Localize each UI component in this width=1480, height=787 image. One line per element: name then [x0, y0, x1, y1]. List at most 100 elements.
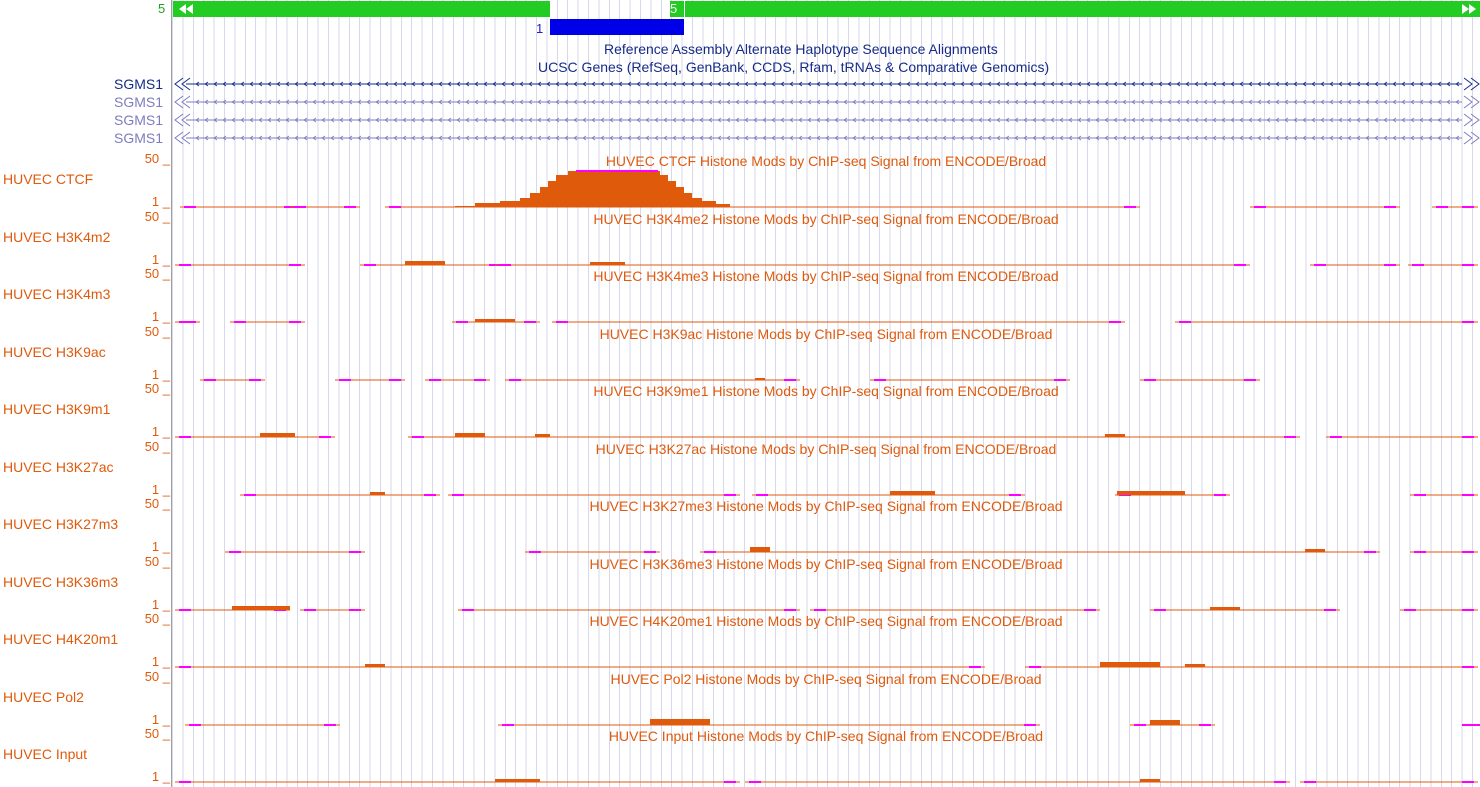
signal-clip-left-7-1: [229, 551, 241, 553]
signal-peak-11-1: [495, 779, 540, 782]
track-label-6[interactable]: HUVEC H3K27ac: [3, 459, 114, 475]
signal-clip-right-5-2: [1284, 436, 1296, 438]
track-label-9[interactable]: HUVEC H4K20m1: [3, 631, 119, 647]
signal-clip-left-2-5: [1412, 264, 1424, 266]
signal-clip-left-1-1: [184, 206, 196, 208]
gene-label-sgms1-1[interactable]: SGMS1: [114, 76, 164, 92]
track-label-10[interactable]: HUVEC Pol2: [3, 689, 84, 705]
gene-label-sgms1-4[interactable]: SGMS1: [114, 130, 164, 146]
alt-haplotype-left-arrow: [179, 4, 193, 14]
signal-clip-left-9-1: [179, 666, 191, 668]
ctcf-peak-step-15: [702, 201, 716, 207]
track-title-5[interactable]: HUVEC H3K9me1 Histone Mods by ChIP-seq S…: [593, 383, 1059, 399]
track-label-4[interactable]: HUVEC H3K9ac: [3, 344, 106, 360]
signal-clip-left-7-2: [529, 551, 541, 553]
track-scale-min-4: 1 _: [151, 367, 170, 382]
track-scale-max-8: 50 _: [144, 554, 170, 569]
signal-clip-right-2-5: [1462, 264, 1474, 266]
track-scale-min-10: 1 _: [151, 712, 170, 727]
gene-strand-arrows-3: [195, 117, 1460, 123]
track-scale-min-2: 1 _: [151, 252, 170, 267]
track-scale-min-3: 1 _: [151, 309, 170, 324]
ctcf-peak-step-4: [520, 198, 530, 207]
track-scale-min-9: 1 _: [151, 654, 170, 669]
track-title-2[interactable]: HUVEC H3K4me2 Histone Mods by ChIP-seq S…: [593, 211, 1059, 227]
signal-clip-left-6-5: [1414, 494, 1426, 496]
track-label-1[interactable]: HUVEC CTCF: [3, 171, 94, 187]
signal-clip-right-7-4: [1462, 551, 1474, 553]
signal-clip-right-8-5: [1324, 609, 1336, 611]
signal-clip-left-1-3: [389, 206, 401, 208]
signal-clip-left-4-6: [1144, 379, 1156, 381]
signal-peak-6-4: [1117, 491, 1150, 495]
signal-clip-right-4-5: [1054, 379, 1066, 381]
alt-haplotype-track-title[interactable]: Reference Assembly Alternate Haplotype S…: [604, 41, 998, 57]
signal-peak-3-1: [475, 319, 515, 322]
track-label-7[interactable]: HUVEC H3K27m3: [3, 516, 119, 532]
signal-peak-8-1: [232, 606, 290, 610]
signal-clip-right-7-1: [349, 551, 361, 553]
alt-haplotype-mid-box: [670, 1, 684, 17]
signal-clip-left-8-6: [1404, 609, 1416, 611]
track-scale-max-10: 50 _: [144, 669, 170, 684]
track-label-11[interactable]: HUVEC Input: [3, 746, 88, 762]
signal-clip-right-9-1: [969, 666, 981, 668]
track-scale-max-5: 50 _: [144, 381, 170, 396]
signal-clip-right-3-2: [289, 321, 301, 323]
signal-peak-5-1: [260, 433, 295, 437]
track-scale-max-11: 50 _: [144, 726, 170, 741]
signal-peak-2-2: [590, 262, 625, 265]
signal-clip-right-4-3: [474, 379, 486, 381]
signal-clip-right-2-1: [289, 264, 301, 266]
gene-right-end-marker-2: [1463, 95, 1480, 109]
signal-clip-left-1-4: [1254, 206, 1266, 208]
signal-clip-left-6-3: [756, 494, 768, 496]
signal-clip-right-7-3: [1364, 551, 1376, 553]
signal-clip-right-1-4: [1384, 206, 1396, 208]
track-label-column: [0, 0, 172, 787]
track-scale-min-5: 1 _: [151, 424, 170, 439]
signal-clip-left-4-2: [339, 379, 351, 381]
ctcf-peak-step-9: [568, 171, 660, 207]
track-title-9[interactable]: HUVEC H4K20me1 Histone Mods by ChIP-seq …: [589, 613, 1063, 629]
signal-clip-right-1-3: [1124, 206, 1136, 208]
signal-clip-right-4-1: [249, 379, 261, 381]
signal-clip-right-3-4: [1109, 321, 1121, 323]
signal-clip-right-3-1: [184, 321, 196, 323]
signal-clip-left-7-3: [704, 551, 716, 553]
gene-left-end-marker-1: [174, 77, 191, 91]
track-label-3[interactable]: HUVEC H3K4m3: [3, 286, 111, 302]
track-title-7[interactable]: HUVEC H3K27me3 Histone Mods by ChIP-seq …: [589, 498, 1063, 514]
signal-peak-5-3: [535, 434, 550, 437]
track-title-11[interactable]: HUVEC Input Histone Mods by ChIP-seq Sig…: [608, 728, 1044, 744]
genes-track-title[interactable]: UCSC Genes (RefSeq, GenBank, CCDS, Rfam,…: [538, 59, 1050, 75]
track-title-4[interactable]: HUVEC H3K9ac Histone Mods by ChIP-seq Si…: [599, 326, 1053, 342]
track-title-6[interactable]: HUVEC H3K27ac Histone Mods by ChIP-seq S…: [595, 441, 1057, 457]
signal-clip-right-3-5: [1462, 321, 1474, 323]
gene-label-sgms1-3[interactable]: SGMS1: [114, 112, 164, 128]
ctcf-peak-step-16: [716, 204, 730, 207]
signal-clip-right-8-3: [784, 609, 796, 611]
track-label-8[interactable]: HUVEC H3K36m3: [3, 574, 119, 590]
track-label-2[interactable]: HUVEC H3K4m2: [3, 229, 111, 245]
ctcf-peak-step-14: [692, 198, 702, 207]
signal-peak-9-2: [1100, 662, 1160, 667]
track-label-5[interactable]: HUVEC H3K9m1: [3, 401, 111, 417]
track-title-8[interactable]: HUVEC H3K36me3 Histone Mods by ChIP-seq …: [589, 556, 1063, 572]
ctcf-peak-step-3: [500, 201, 520, 207]
signal-clip-right-9-2: [1462, 666, 1474, 668]
track-title-3[interactable]: HUVEC H3K4me3 Histone Mods by ChIP-seq S…: [593, 268, 1059, 284]
signal-clip-left-1-2: [294, 206, 306, 208]
alt-haplotype-right-arrow: [1462, 4, 1476, 14]
signal-clip-right-4-6: [1244, 379, 1256, 381]
signal-peak-11-2: [1140, 779, 1160, 782]
signal-clip-left-3-4: [556, 321, 568, 323]
signal-clip-left-10-2: [502, 724, 514, 726]
signal-clip-left-11-1: [179, 781, 191, 783]
signal-clip-left-2-1: [179, 264, 191, 266]
signal-peak-6-1: [370, 492, 385, 495]
gene-label-sgms1-2[interactable]: SGMS1: [114, 94, 164, 110]
track-title-10[interactable]: HUVEC Pol2 Histone Mods by ChIP-seq Sign…: [610, 671, 1042, 687]
track-title-1[interactable]: HUVEC CTCF Histone Mods by ChIP-seq Sign…: [605, 153, 1047, 169]
